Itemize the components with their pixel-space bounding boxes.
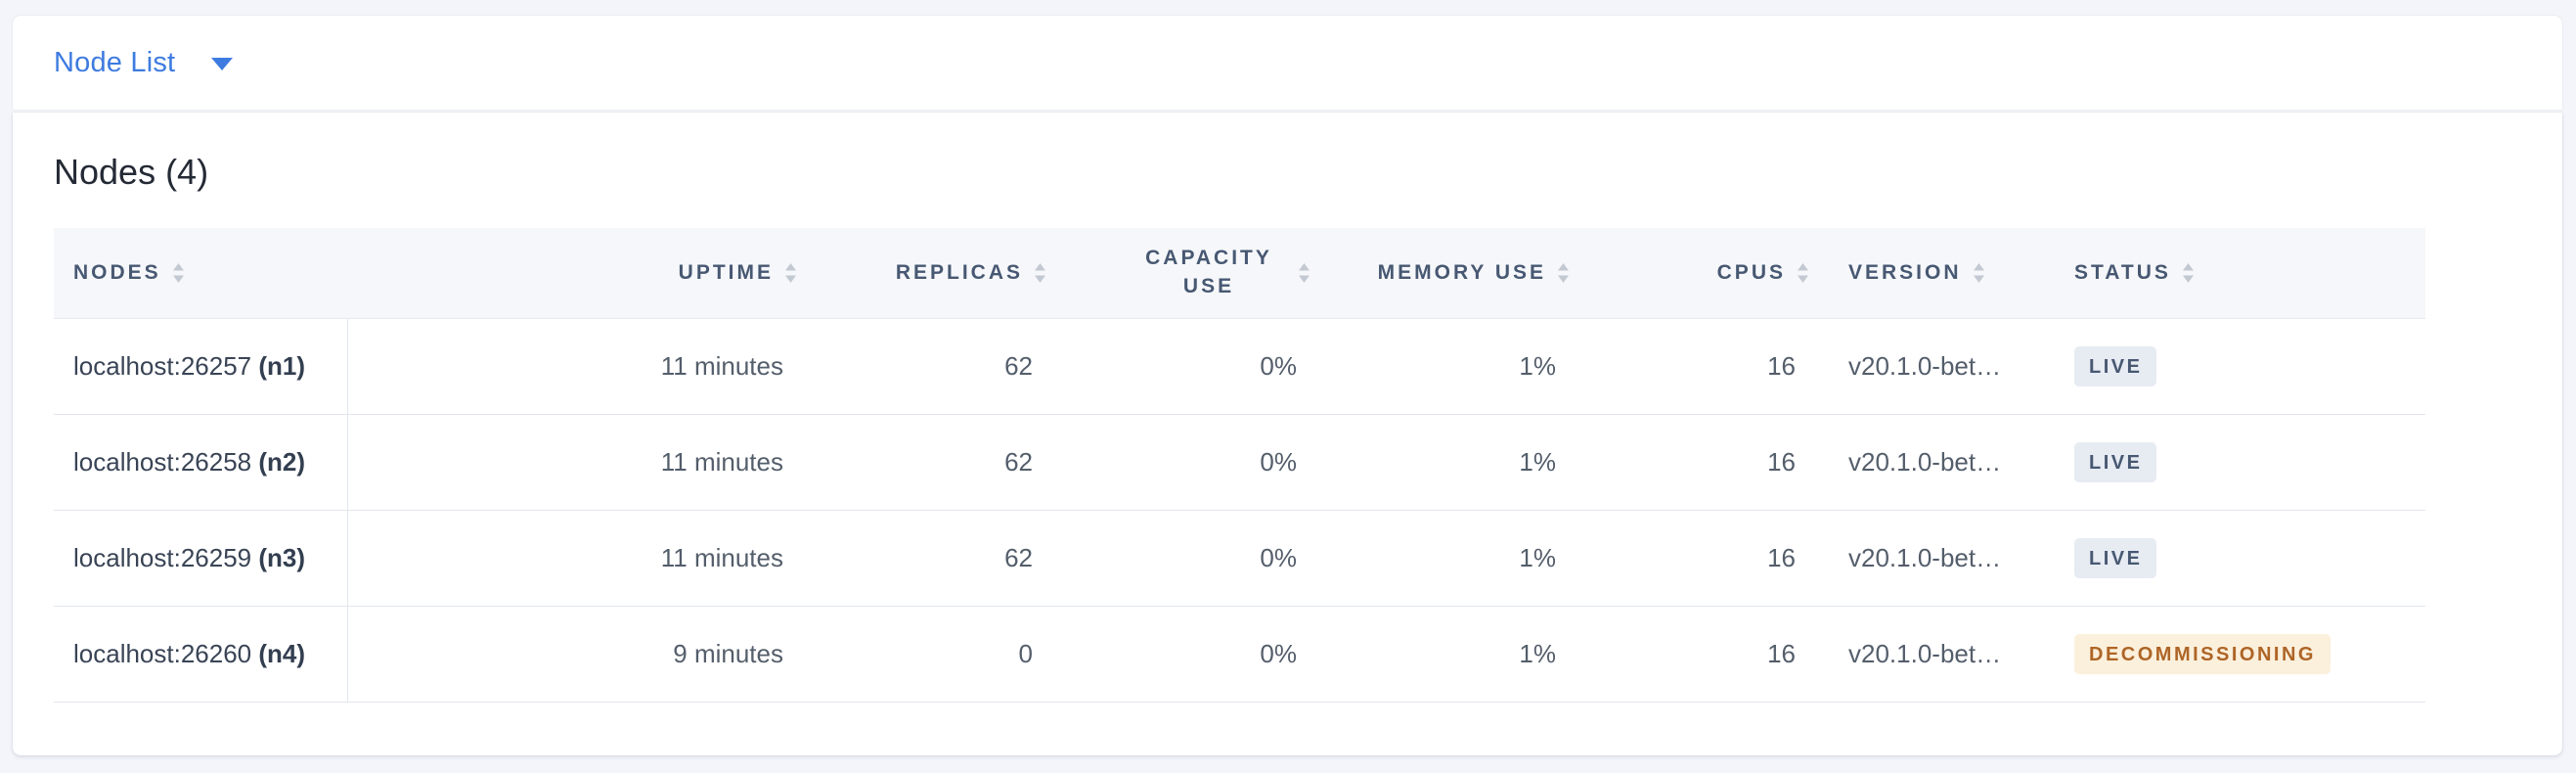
sort-icon[interactable] [2182,262,2195,284]
node-address-cell[interactable]: localhost:26257 (n1) [54,318,348,415]
node-address-cell[interactable]: localhost:26259 (n3) [54,510,348,607]
version-cell: v20.1.0-bet… [1809,318,2039,415]
table-row[interactable]: localhost:26260 (n4) 9 minutes 0 0% 1% 1… [54,606,2425,703]
table-row[interactable]: localhost:26258 (n2) 11 minutes 62 0% 1%… [54,414,2425,511]
cpus-cell: 16 [1570,606,1809,703]
column-header-uptime[interactable]: UPTIME [347,228,797,319]
column-header-version[interactable]: VERSION [1809,228,2039,319]
memory-use-cell: 1% [1310,318,1570,415]
capacity-use-cell: 0% [1046,606,1310,703]
node-address-cell[interactable]: localhost:26258 (n2) [54,414,348,511]
table-row[interactable]: localhost:26259 (n3) 11 minutes 62 0% 1%… [54,510,2425,607]
caret-down-icon [211,58,234,70]
column-label-nodes: NODES [73,260,161,284]
node-list-dropdown-label: Node List [54,46,176,78]
column-label-uptime: UPTIME [678,260,774,284]
node-address: localhost:26257 [73,350,252,381]
sort-icon[interactable] [784,262,797,284]
status-cell: DECOMMISSIONING [2039,606,2425,703]
replicas-cell: 62 [797,414,1046,511]
sort-icon[interactable] [1973,262,1985,284]
node-address: localhost:26259 [73,542,252,572]
uptime-cell: 11 minutes [347,318,797,415]
uptime-cell: 9 minutes [347,606,797,703]
column-header-memory-use[interactable]: MEMORY USE [1310,228,1570,319]
status-badge: LIVE [2074,441,2157,482]
cpus-cell: 16 [1570,414,1809,511]
page-title: Nodes (4) [54,152,209,192]
version-cell: v20.1.0-bet… [1809,606,2039,703]
capacity-use-cell: 0% [1046,318,1310,415]
sort-icon[interactable] [1557,262,1570,284]
nodes-card: Nodes (4) NODES UPTIME [13,113,2562,755]
node-table: NODES UPTIME REPLICAS [54,228,2425,703]
replicas-cell: 62 [797,510,1046,607]
node-id: (n4) [258,638,306,668]
column-header-capacity-use[interactable]: CAPACITY USE [1046,228,1310,319]
node-id: (n2) [258,446,306,477]
cpus-cell: 16 [1570,510,1809,607]
column-label-memory-use: MEMORY USE [1377,260,1546,284]
sort-icon[interactable] [1797,262,1809,284]
memory-use-cell: 1% [1310,414,1570,511]
replicas-cell: 62 [797,318,1046,415]
node-address: localhost:26258 [73,446,252,477]
version-cell: v20.1.0-bet… [1809,414,2039,511]
status-badge: LIVE [2074,345,2157,386]
view-selector-bar: Node List [13,16,2562,110]
node-id: (n1) [258,350,306,381]
column-header-cpus[interactable]: CPUS [1570,228,1809,319]
uptime-cell: 11 minutes [347,414,797,511]
uptime-cell: 11 minutes [347,510,797,607]
column-label-capacity-use: CAPACITY USE [1145,247,1272,297]
status-cell: LIVE [2039,510,2425,607]
column-label-version: VERSION [1848,260,1962,284]
capacity-use-cell: 0% [1046,414,1310,511]
column-label-status: STATUS [2074,260,2171,284]
replicas-cell: 0 [797,606,1046,703]
table-header-row: NODES UPTIME REPLICAS [54,228,2425,319]
column-header-replicas[interactable]: REPLICAS [797,228,1046,319]
node-address: localhost:26260 [73,638,252,668]
sort-icon[interactable] [1034,262,1046,284]
memory-use-cell: 1% [1310,606,1570,703]
sort-icon[interactable] [172,262,185,284]
column-header-status[interactable]: STATUS [2039,228,2425,319]
node-address-cell[interactable]: localhost:26260 (n4) [54,606,348,703]
status-badge: DECOMMISSIONING [2074,633,2331,674]
column-header-nodes[interactable]: NODES [54,228,347,319]
sort-icon[interactable] [1298,262,1310,284]
memory-use-cell: 1% [1310,510,1570,607]
table-row[interactable]: localhost:26257 (n1) 11 minutes 62 0% 1%… [54,318,2425,415]
status-badge: LIVE [2074,537,2157,578]
cpus-cell: 16 [1570,318,1809,415]
status-cell: LIVE [2039,318,2425,415]
node-list-dropdown[interactable]: Node List [54,46,234,79]
version-cell: v20.1.0-bet… [1809,510,2039,607]
capacity-use-cell: 0% [1046,510,1310,607]
column-label-cpus: CPUS [1716,260,1786,284]
column-label-replicas: REPLICAS [895,260,1023,284]
status-cell: LIVE [2039,414,2425,511]
node-id: (n3) [258,542,306,572]
